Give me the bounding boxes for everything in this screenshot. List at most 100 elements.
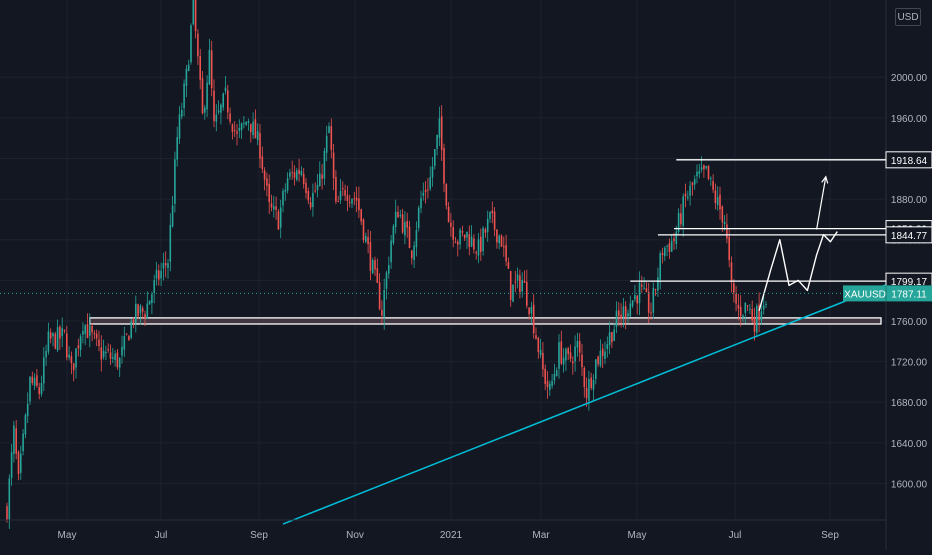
candle-body xyxy=(475,252,477,254)
candle xyxy=(213,79,215,128)
candle-body xyxy=(105,351,107,354)
candle-body xyxy=(760,311,763,321)
candle-body xyxy=(583,367,586,388)
candle-body xyxy=(629,303,632,317)
candle-body xyxy=(141,308,144,312)
candle xyxy=(461,225,464,237)
last-price-symbol: XAUUSD xyxy=(844,289,886,300)
candle-body xyxy=(756,305,758,333)
level-price-tag[interactable]: 1918.64 xyxy=(885,151,932,169)
candle xyxy=(756,303,758,338)
candle-body xyxy=(661,252,664,256)
support-zone-rect[interactable] xyxy=(89,317,882,325)
candle-body xyxy=(199,56,201,80)
candle xyxy=(268,174,270,214)
candle-body xyxy=(526,281,528,306)
candle-body xyxy=(615,310,618,327)
candle-body xyxy=(429,177,431,189)
candle-body xyxy=(493,211,496,230)
candle-body xyxy=(215,114,218,122)
candle-body xyxy=(348,202,351,204)
candle xyxy=(491,201,494,224)
candle-body xyxy=(516,274,519,281)
candle xyxy=(321,164,323,190)
candle-body xyxy=(206,82,208,110)
candle xyxy=(158,264,160,286)
candle-body xyxy=(689,185,691,196)
candle-body xyxy=(208,49,211,85)
candle xyxy=(742,313,744,322)
candle xyxy=(342,181,344,197)
candle xyxy=(54,331,57,350)
candle xyxy=(735,286,737,312)
candle-body xyxy=(153,280,155,293)
candle xyxy=(519,269,521,299)
candle-body xyxy=(128,336,130,341)
candle xyxy=(174,151,176,213)
candle-body xyxy=(723,221,726,225)
candle-body xyxy=(553,374,556,381)
candle xyxy=(190,23,192,65)
candle-body xyxy=(277,211,280,230)
candle xyxy=(733,279,735,303)
candle xyxy=(700,156,703,173)
candle xyxy=(231,123,234,140)
candle-body xyxy=(670,240,673,252)
last-price-tag[interactable]: XAUUSD 1787.11 xyxy=(843,285,932,302)
level-price-tag[interactable]: 1844.77 xyxy=(885,226,932,244)
candle xyxy=(521,272,523,298)
currency-button[interactable]: USD xyxy=(895,8,921,26)
candle xyxy=(634,284,636,302)
candle-body xyxy=(187,64,190,71)
candle-body xyxy=(190,25,192,63)
candle xyxy=(532,294,535,339)
candle-body xyxy=(227,90,229,113)
candle-body xyxy=(77,345,80,349)
candle xyxy=(61,317,63,348)
x-tick-label: Jul xyxy=(155,530,168,541)
candle xyxy=(714,183,717,210)
candle xyxy=(365,232,367,244)
candle-body xyxy=(482,227,484,251)
candle-body xyxy=(238,128,241,131)
candle xyxy=(424,180,427,204)
projection-wave[interactable] xyxy=(758,231,838,311)
candle-body xyxy=(496,229,498,243)
candle-body xyxy=(505,244,507,262)
candle-body xyxy=(489,211,491,219)
candle-body xyxy=(631,300,634,307)
candle xyxy=(325,125,328,162)
projection-arrow[interactable] xyxy=(816,176,827,230)
candle-body xyxy=(388,265,390,274)
x-tick-label: Mar xyxy=(532,530,550,541)
candle-body xyxy=(466,231,468,238)
candle xyxy=(553,363,556,385)
candle-body xyxy=(174,159,176,204)
candle xyxy=(539,338,542,358)
candle xyxy=(629,295,632,317)
candle xyxy=(332,143,335,191)
candle xyxy=(498,233,500,250)
trendline[interactable] xyxy=(282,281,893,525)
candle-body xyxy=(719,194,721,210)
candle-body xyxy=(146,303,149,319)
candle-body xyxy=(721,206,724,223)
candle xyxy=(261,146,264,173)
candle-body xyxy=(468,234,471,247)
candle-body xyxy=(691,182,694,186)
candle-body xyxy=(367,237,369,245)
candle xyxy=(208,38,211,85)
candle xyxy=(703,164,705,178)
candle xyxy=(397,205,399,218)
candle xyxy=(17,450,20,481)
candle xyxy=(236,123,238,146)
candle xyxy=(84,323,86,345)
candle-body xyxy=(657,277,659,291)
candle-body xyxy=(259,133,261,159)
candle xyxy=(751,300,753,324)
candle-body xyxy=(144,314,146,319)
candle-body xyxy=(49,332,52,339)
candle-body xyxy=(95,333,98,339)
candle-body xyxy=(417,207,420,228)
